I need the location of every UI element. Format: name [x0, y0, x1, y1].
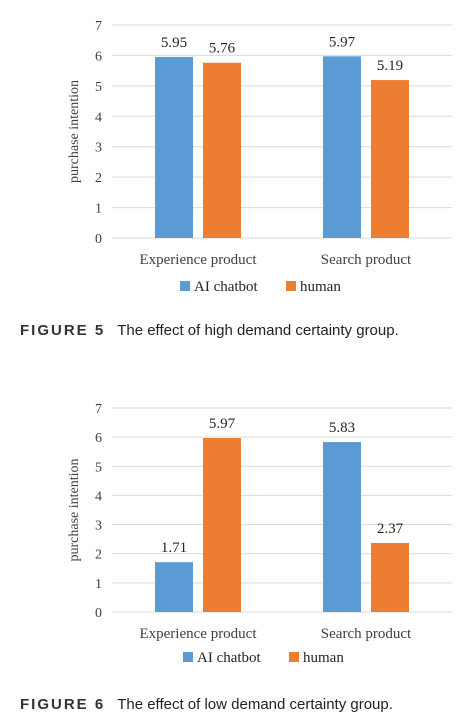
- figure-5-caption: FIGURE 5 The effect of high demand certai…: [20, 322, 399, 339]
- fig6-category-label: Search product: [321, 626, 412, 642]
- fig6-y-tick-label: 3: [95, 519, 102, 534]
- fig6-y-tick-label: 1: [95, 577, 102, 592]
- fig6-y-tick-label: 4: [95, 489, 102, 504]
- fig5-legend-label: human: [300, 279, 341, 295]
- figure-6-caption-text: The effect of low demand certainty group…: [117, 696, 393, 713]
- fig5-y-tick-label: 0: [95, 232, 102, 247]
- fig5-y-axis-title: purchase intention: [67, 80, 82, 183]
- fig6-legend-swatch: [183, 652, 193, 662]
- fig6-y-tick-label: 6: [95, 431, 102, 446]
- fig5-legend-label: AI chatbot: [194, 279, 259, 295]
- fig6-data-label: 5.83: [329, 420, 355, 436]
- fig5-category-label: Search product: [321, 252, 412, 268]
- fig5-y-tick-label: 7: [95, 19, 102, 34]
- fig6-bar-human: [371, 542, 409, 612]
- figure-5-number: FIGURE 5: [20, 322, 106, 339]
- fig5-legend-swatch: [286, 281, 296, 291]
- figure-6-caption: FIGURE 6 The effect of low demand certain…: [20, 696, 393, 713]
- fig5-y-tick-label: 3: [95, 141, 102, 156]
- fig5-bar-ai-chatbot: [155, 56, 193, 239]
- fig6-data-label: 2.37: [377, 521, 404, 537]
- fig5-y-tick-label: 5: [95, 80, 102, 95]
- fig5-data-label: 5.95: [161, 35, 187, 51]
- fig6-legend-label: human: [303, 650, 344, 666]
- fig5-bar-ai-chatbot: [323, 56, 361, 238]
- figure-6-number: FIGURE 6: [20, 696, 106, 713]
- fig6-y-axis-title: purchase intention: [67, 458, 82, 561]
- figure-6-chart: 0 1 2 3 4 5 6 7 purchase intention 1.71 5.97 Experi…: [67, 402, 452, 666]
- fig6-y-tick-label: 7: [95, 402, 102, 417]
- fig6-data-label: 5.97: [209, 416, 236, 432]
- fig5-data-label: 5.97: [329, 34, 356, 50]
- fig5-y-tick-label: 6: [95, 49, 102, 64]
- fig6-legend-swatch: [289, 652, 299, 662]
- figure-5-chart: 0 1 2 3 4 5 6 7 purchase intention 5.95 5.76 Experi…: [67, 19, 452, 295]
- fig5-category-label: Experience product: [139, 252, 257, 268]
- fig6-bar-ai-chatbot: [323, 442, 361, 612]
- fig5-legend-swatch: [180, 281, 190, 291]
- fig6-y-tick-label: 0: [95, 606, 102, 621]
- fig5-data-label: 5.19: [377, 58, 403, 74]
- fig5-y-tick-label: 1: [95, 202, 102, 217]
- fig5-y-tick-label: 2: [95, 171, 102, 186]
- fig6-legend-label: AI chatbot: [197, 650, 262, 666]
- fig6-bar-human: [203, 438, 241, 612]
- fig6-data-label: 1.71: [161, 540, 187, 556]
- fig5-bar-human: [371, 80, 409, 238]
- figure-5-caption-text: The effect of high demand certainty grou…: [117, 322, 399, 339]
- fig6-bar-ai-chatbot: [155, 562, 193, 612]
- fig6-y-tick-label: 5: [95, 460, 102, 475]
- fig6-y-tick-label: 2: [95, 548, 102, 563]
- fig6-category-label: Experience product: [139, 626, 257, 642]
- fig5-bar-human: [203, 62, 241, 238]
- fig5-y-tick-label: 4: [95, 110, 102, 125]
- fig5-data-label: 5.76: [209, 41, 236, 57]
